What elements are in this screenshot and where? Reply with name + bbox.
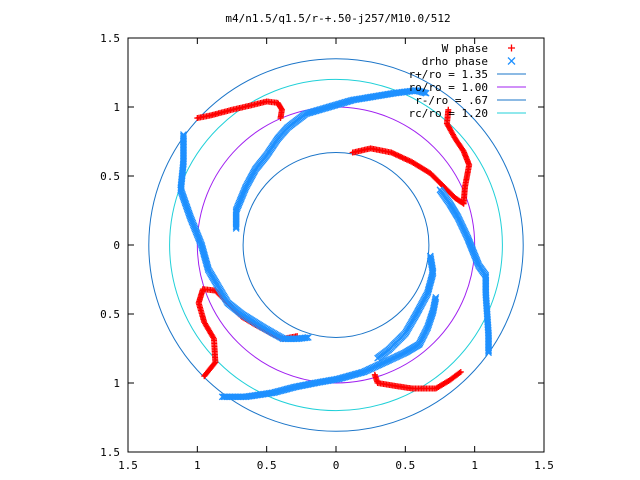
data-points xyxy=(177,86,492,401)
x-tick-label: 1.5 xyxy=(118,459,138,472)
drho-phase-point xyxy=(432,293,440,301)
drho-phase-point xyxy=(422,89,430,97)
legend-swatch xyxy=(508,44,515,52)
y-tick-label: 1 xyxy=(113,377,120,390)
legend-swatch xyxy=(507,57,516,65)
drho-phase-point xyxy=(304,334,312,341)
w-phase-point xyxy=(445,106,452,113)
drho-phase-point xyxy=(485,346,492,354)
w-phase-point xyxy=(460,200,467,207)
y-tick-label: 1.5 xyxy=(100,32,120,45)
axis-ticks: 1.5 1 0.5 0 0.5 1 1.51.510.500.511.5 xyxy=(100,32,554,472)
y-tick-label: 0 xyxy=(113,239,120,252)
y-tick-label: 1.5 xyxy=(100,446,120,459)
w-phase-point xyxy=(434,384,441,391)
circle-0 xyxy=(148,58,524,432)
y-tick-label: 0.5 xyxy=(100,170,120,183)
legend-label: r-/ro = .67 xyxy=(415,94,488,107)
y-tick-label: 1 xyxy=(113,101,120,114)
w-phase-point xyxy=(459,199,466,206)
x-tick-label: 1 xyxy=(471,459,478,472)
legend-label: r+/ro = 1.35 xyxy=(409,68,488,81)
circle-3 xyxy=(169,78,503,412)
drho-phase-point xyxy=(421,89,429,97)
chart-title: m4/n1.5/q1.5/r-+.50-j257/M10.0/512 xyxy=(225,12,450,25)
x-tick-label: 0.5 xyxy=(257,459,277,472)
drho-phase-point xyxy=(485,349,492,357)
x-tick-label: 1 xyxy=(194,459,201,472)
y-tick-label: 0.5 xyxy=(100,308,120,321)
circle-2 xyxy=(242,152,430,338)
legend-label: drho phase xyxy=(422,55,488,68)
x-tick-label: 1.5 xyxy=(534,459,554,472)
w-phase-point xyxy=(371,371,378,378)
x-tick-label: 0.5 xyxy=(395,459,415,472)
legend-label: rc/ro = 1.20 xyxy=(409,107,488,120)
drho-phase-point xyxy=(303,334,311,342)
drho-phase-point xyxy=(485,347,492,355)
drho-phase-point xyxy=(374,354,382,362)
x-tick-label: 0 xyxy=(333,459,340,472)
legend-label: W phase xyxy=(442,42,488,55)
legend-label: ro/ro = 1.00 xyxy=(409,81,488,94)
w-phase-point xyxy=(277,115,284,122)
drho-phase-point xyxy=(432,295,439,303)
w-phase-point xyxy=(211,360,218,367)
